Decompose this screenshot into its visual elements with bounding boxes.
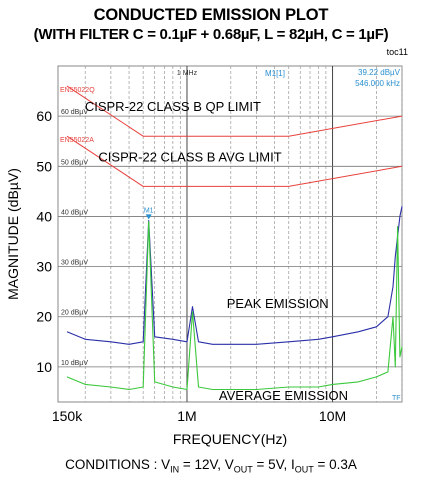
annotation-qp-limit: CISPR-22 CLASS B QP LIMIT [85,99,261,114]
chart-subtitle: (WITH FILTER C = 0.1µF + 0.68µF, L = 82µ… [33,26,389,43]
annotation-peak: PEAK EMISSION [227,296,329,311]
y-tick-label: 10 [36,359,52,375]
marker-readout-level: 39.22 dBµV [358,68,401,77]
y-tick-label: 50 [36,158,52,174]
conditions-text: CONDITIONS : VIN = 12V, VOUT = 5V, IOUT … [65,457,357,475]
series-average-emission [66,220,403,391]
marker-point-label: M1 [144,207,154,214]
marker-readout-freq: 546.000 kHz [355,79,400,88]
limit-name-qp: EN55022Q [60,87,95,94]
plot-frame [57,65,403,403]
y-tick-label: 30 [36,259,52,275]
y-tick-label: 60 [36,108,52,124]
grid-inner-label: 60 dBµV [61,109,88,116]
figure-id: toc11 [386,47,408,57]
series-peak-emission [66,206,403,345]
tf-label: TF [392,395,401,402]
marker-point [145,214,152,220]
limit-name-avg: EN55022A [60,137,94,144]
grid-inner-label: 10 dBµV [61,360,88,367]
x-tick-label: 1M [177,408,196,424]
marker-label: M1[1] [265,69,285,78]
grid-inner-label: 30 dBµV [61,260,88,267]
grid-inner-label: 20 dBµV [61,310,88,317]
x-tick-label: 10M [319,408,346,424]
x-tick-label: 150k [52,408,83,424]
series-en55022a [66,135,403,187]
chart-title: CONDUCTED EMISSION PLOT [93,6,329,24]
x-axis-label: FREQUENCY(Hz) [173,431,287,447]
top-freq-label: 1 MHz [177,70,198,77]
series-en55022q [66,85,403,137]
annotation-average: AVERAGE EMISSION [219,388,348,403]
y-axis-label: MAGNITUDE (dBµV) [5,168,21,300]
grid-inner-label: 50 dBµV [61,159,88,166]
y-tick-label: 40 [36,208,52,224]
grid-inner-label: 40 dBµV [61,209,88,216]
y-tick-label: 20 [36,309,52,325]
annotation-avg-limit: CISPR-22 CLASS B AVG LIMIT [98,149,281,164]
